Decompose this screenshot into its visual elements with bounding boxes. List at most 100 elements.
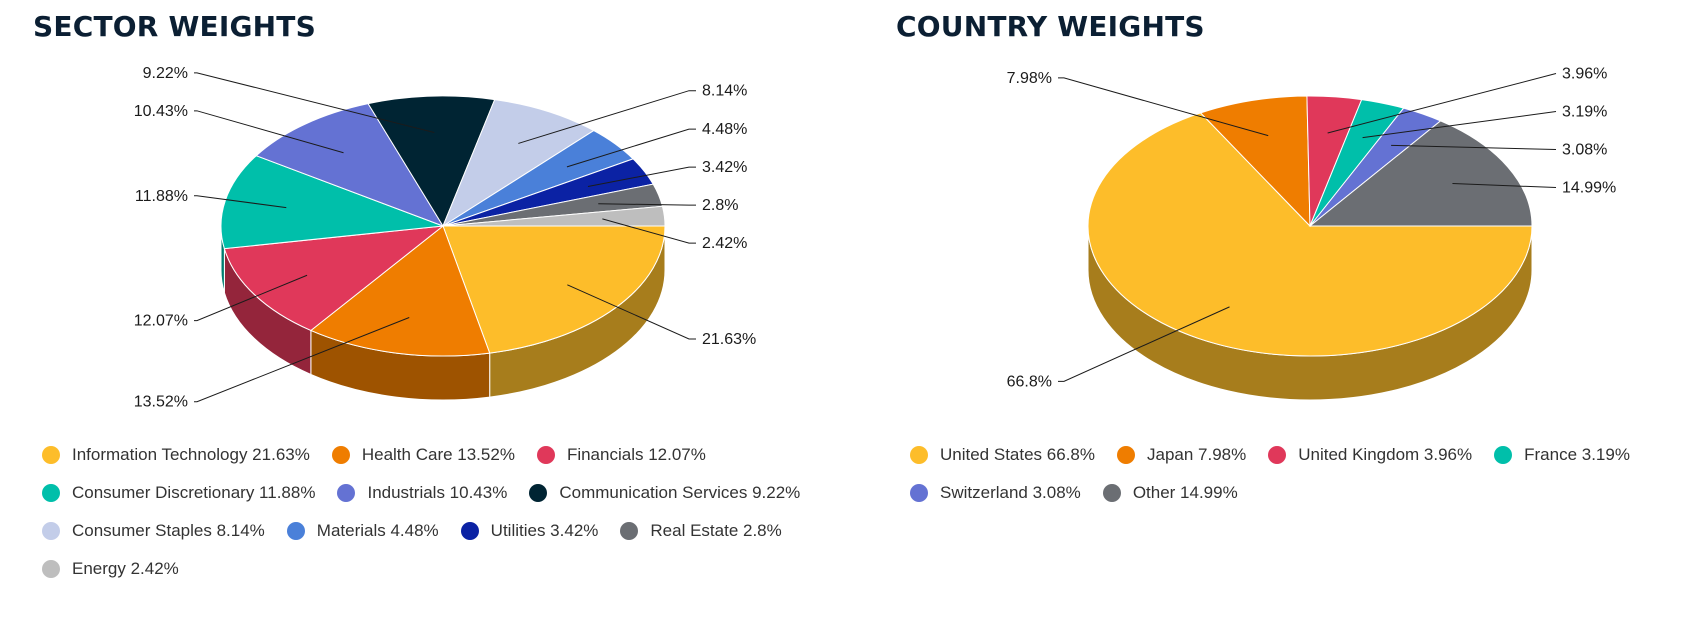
legend-item-energy[interactable]: Energy 2.42% (42, 558, 179, 580)
country-weights-title: COUNTRY WEIGHTS (896, 10, 1205, 43)
value-label-information-technology: 21.63% (702, 331, 756, 348)
legend-label: Consumer Discretionary 11.88% (72, 483, 316, 502)
value-label-materials: 4.48% (702, 121, 747, 138)
legend-item-real-estate[interactable]: Real Estate 2.8% (620, 520, 782, 542)
leader-line (1058, 306, 1230, 382)
legend-swatch (337, 484, 356, 502)
leader-line (194, 110, 344, 154)
value-label-other: 14.99% (1562, 180, 1616, 197)
value-label-france: 3.19% (1562, 104, 1607, 121)
pie-slice-industrials[interactable] (255, 103, 445, 227)
legend-item-france[interactable]: France 3.19% (1494, 444, 1630, 466)
legend-swatch (1494, 446, 1513, 464)
legend-item-health-care[interactable]: Health Care 13.52% (331, 444, 515, 466)
legend-item-utilities[interactable]: Utilities 3.42% (460, 520, 599, 542)
leader-line (598, 203, 696, 206)
legend-item-united-states[interactable]: United States 66.8% (910, 444, 1095, 466)
value-label-communication-services: 9.22% (143, 65, 188, 82)
legend-item-information-technology[interactable]: Information Technology 21.63% (42, 444, 310, 466)
leader-line (1391, 144, 1557, 151)
legend-swatch (460, 522, 479, 540)
value-label-consumer-discretionary: 11.88% (135, 188, 188, 205)
leader-line (602, 218, 696, 244)
legend-swatch (910, 446, 928, 464)
sector-weights-pie: 21.63% 13.52% 12.07% 11.88% 10.43% 9.22% 8.14%… (134, 65, 757, 411)
country-weights-panel: COUNTRY WEIGHTS 66.8% 7.98% 3.96% 3.19% 3.08… (880, 0, 1694, 618)
value-label-united-kingdom: 3.96% (1562, 66, 1607, 83)
legend-item-consumer-discretionary[interactable]: Consumer Discretionary 11.88% (42, 482, 315, 504)
legend-label: Consumer Staples 8.14% (72, 521, 265, 540)
legend-item-consumer-staples[interactable]: Consumer Staples 8.14% (42, 520, 265, 542)
legend-label: United Kingdom 3.96% (1298, 445, 1473, 464)
leader-line (587, 166, 696, 188)
leader-line (194, 72, 435, 134)
pie-slice-financials[interactable] (223, 225, 445, 332)
value-label-consumer-staples: 8.14% (702, 83, 747, 100)
value-label-financials: 12.07% (134, 313, 188, 330)
value-label-united-states: 66.8% (1007, 373, 1052, 390)
legend-swatch (331, 446, 350, 464)
pie-slice-japan[interactable] (1199, 95, 1311, 228)
leader-line (1362, 111, 1557, 139)
leader-line (194, 195, 287, 209)
legend-swatch (620, 522, 639, 540)
legend-label: Real Estate 2.8% (650, 521, 782, 540)
pie-slice-information-technology[interactable] (442, 225, 666, 354)
leader-line (1327, 73, 1557, 134)
legend-item-switzerland[interactable]: Switzerland 3.08% (910, 482, 1081, 504)
legend-label: United States 66.8% (940, 445, 1095, 464)
sector-weights-title: SECTOR WEIGHTS (33, 10, 316, 43)
leader-line (1452, 183, 1557, 189)
legend-swatch (42, 560, 60, 578)
legend-label: Energy 2.42% (72, 559, 179, 578)
leader-line (518, 90, 696, 144)
pie-slice-consumer-staples[interactable] (441, 99, 595, 228)
legend-item-financials[interactable]: Financials 12.07% (536, 444, 706, 466)
leader-line (566, 128, 696, 168)
pie-slice-health-care[interactable] (309, 225, 491, 357)
pie-slice-united-states[interactable] (1087, 112, 1533, 357)
leader-line (194, 274, 308, 322)
legend-label: Other 14.99% (1132, 483, 1238, 502)
legend-swatch (1268, 446, 1287, 464)
legend-swatch (42, 522, 60, 540)
legend-item-other[interactable]: Other 14.99% (1102, 482, 1238, 504)
value-label-health-care: 13.52% (134, 394, 188, 411)
pie-slice-communication-services[interactable] (367, 95, 496, 228)
value-label-energy: 2.42% (702, 235, 747, 252)
legend-item-industrials[interactable]: Industrials 10.43% (337, 482, 507, 504)
legend-item-united-kingdom[interactable]: United Kingdom 3.96% (1268, 444, 1472, 466)
legend-swatch (42, 484, 60, 502)
value-label-real-estate: 2.8% (702, 197, 738, 214)
country-weights-legend: United States 66.8% Japan 7.98% United Kin… (910, 444, 1670, 504)
leader-line (194, 317, 410, 403)
legend-swatch (42, 446, 60, 464)
value-label-japan: 7.98% (1007, 70, 1052, 87)
legend-label: France 3.19% (1524, 445, 1630, 464)
leader-line (567, 284, 696, 340)
legend-swatch (910, 484, 928, 502)
leader-line (1058, 77, 1269, 137)
sector-weights-panel: SECTOR WEIGHTS 21.63% 13.52% 12.07% 11.88% 1… (33, 10, 842, 580)
legend-swatch (1116, 446, 1135, 464)
value-label-switzerland: 3.08% (1562, 142, 1607, 159)
legend-label: Communication Services 9.22% (559, 483, 801, 502)
legend-label: Health Care 13.52% (361, 445, 515, 464)
legend-label: Industrials 10.43% (367, 483, 508, 502)
legend-swatch (529, 484, 548, 502)
value-label-utilities: 3.42% (702, 159, 747, 176)
pie-slice-consumer-discretionary[interactable] (220, 155, 444, 250)
legend-item-materials[interactable]: Materials 4.48% (286, 520, 439, 542)
value-label-industrials: 10.43% (134, 103, 188, 120)
legend-label: Switzerland 3.08% (940, 483, 1081, 502)
legend-label: Financials 12.07% (566, 445, 706, 464)
sector-weights-legend: Information Technology 21.63% Health Care… (42, 444, 842, 580)
legend-label: Utilities 3.42% (490, 521, 599, 540)
legend-item-communication-services[interactable]: Communication Services 9.22% (529, 482, 800, 504)
legend-item-japan[interactable]: Japan 7.98% (1116, 444, 1247, 466)
legend-label: Materials 4.48% (316, 521, 439, 540)
legend-swatch (536, 446, 555, 464)
country-weights-pie: 66.8% 7.98% 3.96% 3.19% 3.08% 14.99% (1007, 66, 1616, 401)
legend-swatch (286, 522, 305, 540)
legend-label: Japan 7.98% (1146, 445, 1247, 464)
